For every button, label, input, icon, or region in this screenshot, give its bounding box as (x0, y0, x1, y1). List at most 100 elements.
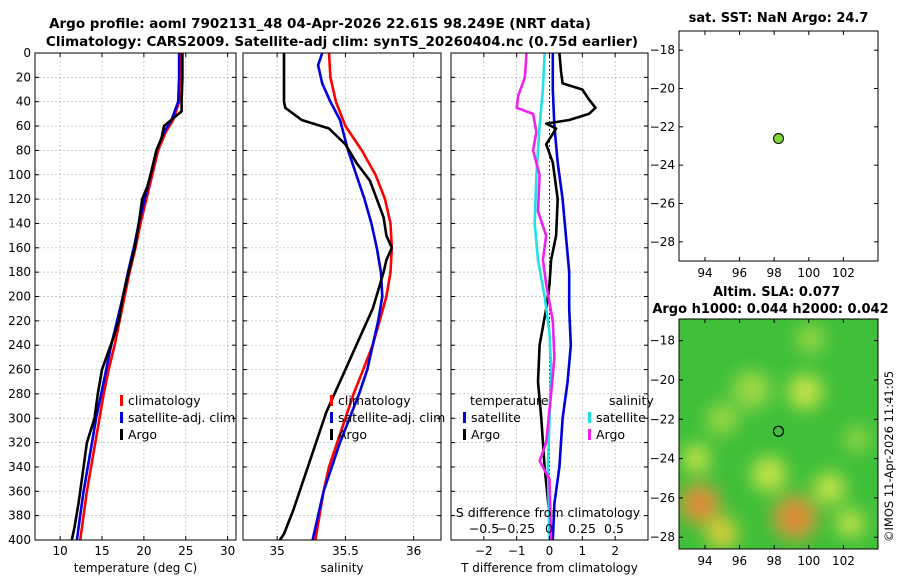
salinity-series-argo (278, 53, 394, 541)
sla_map-ytick-label: −18 (650, 334, 675, 348)
salinity-legend-1-swatch (330, 412, 333, 423)
temperature-ytick-label: 160 (8, 241, 31, 255)
argo-float-marker (772, 133, 784, 145)
temperature-ytick-label: 0 (23, 46, 31, 60)
sst_map-ytick-label: −26 (650, 197, 675, 211)
temperature-legend-0-label: climatology (128, 393, 201, 408)
sst_map-xtick-label: 98 (767, 266, 782, 280)
copyright-timestamp: ©IMOS 11-Apr-2026 11:41:05 (882, 370, 896, 542)
sla_map-ytick-label: −28 (650, 530, 675, 544)
difference-legend-t-1-label: Argo (471, 427, 500, 442)
chart-panels: 10 15 20 25 30020406080100120140160180200220… (8, 11, 889, 575)
difference-s-tick-label: −0.25 (497, 521, 535, 536)
temperature-ytick-label: 100 (8, 168, 31, 182)
salinity-series-climatology (314, 52, 394, 541)
temperature-series-argo (70, 53, 184, 541)
temperature-ytick-label: 360 (8, 484, 31, 498)
difference-s-tick-label: 0 (545, 521, 553, 536)
sst_map-xtick-label: 94 (697, 266, 712, 280)
sla-feature (788, 374, 823, 410)
figure-title-line1: Argo profile: aoml 7902131_48 04-Apr-202… (49, 16, 591, 32)
sla-feature (732, 370, 771, 409)
sla_map-ytick-label: −24 (650, 452, 675, 466)
sla-feature-core (784, 507, 806, 528)
sst_map-ytick-label: −20 (650, 82, 675, 96)
difference-s-tick-label: −0.5 (469, 521, 499, 536)
temperature-ytick-label: 340 (8, 460, 31, 474)
temperature-legend-2-swatch (120, 429, 123, 440)
sla-feature (796, 324, 825, 353)
temperature-ytick-label: 260 (8, 363, 31, 377)
sla-feature (751, 456, 787, 492)
salinity-legend-2-label: Argo (338, 427, 367, 442)
sst_map-xtick-label: 102 (832, 266, 855, 280)
temperature-ytick-label: 80 (16, 143, 31, 157)
temperature-legend-2-label: Argo (128, 427, 157, 442)
temperature-legend-1-label: satellite-adj. clim (128, 410, 235, 425)
temperature-ytick-label: 140 (8, 216, 31, 230)
temperature-xtick-label: 10 (52, 544, 67, 558)
temperature-xlabel: temperature (deg C) (74, 561, 197, 575)
difference-legend-t-0-swatch (463, 412, 466, 423)
sla-map-title-line2: Argo h1000: 0.044 h2000: 0.042 (652, 302, 888, 317)
temperature-ytick-label: 40 (16, 95, 31, 109)
difference-legend-s-0-swatch (588, 412, 591, 423)
sla-feature (813, 472, 846, 504)
difference-series-s-argo (515, 52, 556, 541)
salinity-legend-0-label: climatology (338, 393, 411, 408)
temperature-legend-1-swatch (120, 412, 123, 423)
sla-map-title-line1: Altim. SLA: 0.077 (713, 285, 840, 300)
salinity-xtick-label: 36 (406, 544, 421, 558)
sla_map-xtick-label: 98 (767, 554, 782, 568)
temperature-xtick-label: 30 (220, 544, 235, 558)
sla_map-xtick-label: 102 (832, 554, 855, 568)
sst_map-xtick-label: 96 (732, 266, 747, 280)
salinity-xlabel: salinity (320, 561, 363, 575)
temperature-ytick-label: 220 (8, 314, 31, 328)
sla_map-xtick-label: 96 (732, 554, 747, 568)
temperature-ytick-label: 240 (8, 338, 31, 352)
sla-heatmap (679, 319, 878, 549)
difference-legend-t-1-swatch (463, 429, 466, 440)
sla-feature (706, 517, 738, 549)
sla-feature (836, 509, 865, 538)
temperature-ytick-label: 180 (8, 265, 31, 279)
temperature-ytick-label: 60 (16, 119, 31, 133)
figure-title-line2: Climatology: CARS2009. Satellite-adj cli… (46, 34, 638, 50)
difference-series-t-argo (536, 52, 597, 541)
temperature-xtick-label: 25 (178, 544, 193, 558)
difference-xtick-label: −1 (508, 544, 526, 558)
sla-feature (682, 444, 711, 473)
difference-legend-s-1-swatch (588, 429, 591, 440)
sst_map-ytick-label: −24 (650, 158, 675, 172)
sst_map-ytick-label: −28 (650, 235, 675, 249)
temperature-ytick-label: 400 (8, 533, 31, 547)
difference-legend-salinity-title: salinity (609, 393, 654, 408)
sla_map-ytick-label: −22 (650, 412, 675, 426)
difference-legend-s-0-label: satellite (596, 410, 646, 425)
difference-panel: −2 −1 0 1 2 T difference from climatology temp… (450, 52, 654, 575)
difference-xtick-label: 0 (546, 544, 554, 558)
sla-map-frame (678, 318, 879, 550)
sla-feature (706, 403, 738, 435)
sla_map-ytick-label: −26 (650, 491, 675, 505)
temperature-ytick-label: 20 (16, 70, 31, 84)
sla-feature-core (690, 494, 710, 514)
temperature-xtick-label: 15 (94, 544, 109, 558)
sst-map-panel: sat. SST: NaN Argo: 24.7 94 96 98 100 102 −18 −… (650, 11, 879, 280)
difference-s-axis-label: S difference from climatology (456, 505, 641, 520)
difference-xtick-label: 2 (611, 544, 619, 558)
salinity-xtick-label: 35.5 (332, 544, 359, 558)
sla_map-xtick-label: 100 (797, 554, 820, 568)
difference-legend-s-1-label: Argo (596, 427, 625, 442)
salinity-legend-2-swatch (330, 429, 333, 440)
difference-s-tick-label: 0.25 (568, 521, 596, 536)
difference-legend-t-0-label: satellite (471, 410, 521, 425)
sst_map-ytick-label: −22 (650, 120, 675, 134)
difference-xlabel: T difference from climatology (460, 561, 638, 575)
difference-legend-temperature-title: temperature (470, 393, 549, 408)
temperature-ytick-label: 300 (8, 411, 31, 425)
difference-xtick-label: 1 (579, 544, 587, 558)
salinity-series-satellite-adj-clim (311, 52, 384, 541)
difference-s-tick-label: 0.5 (604, 521, 624, 536)
